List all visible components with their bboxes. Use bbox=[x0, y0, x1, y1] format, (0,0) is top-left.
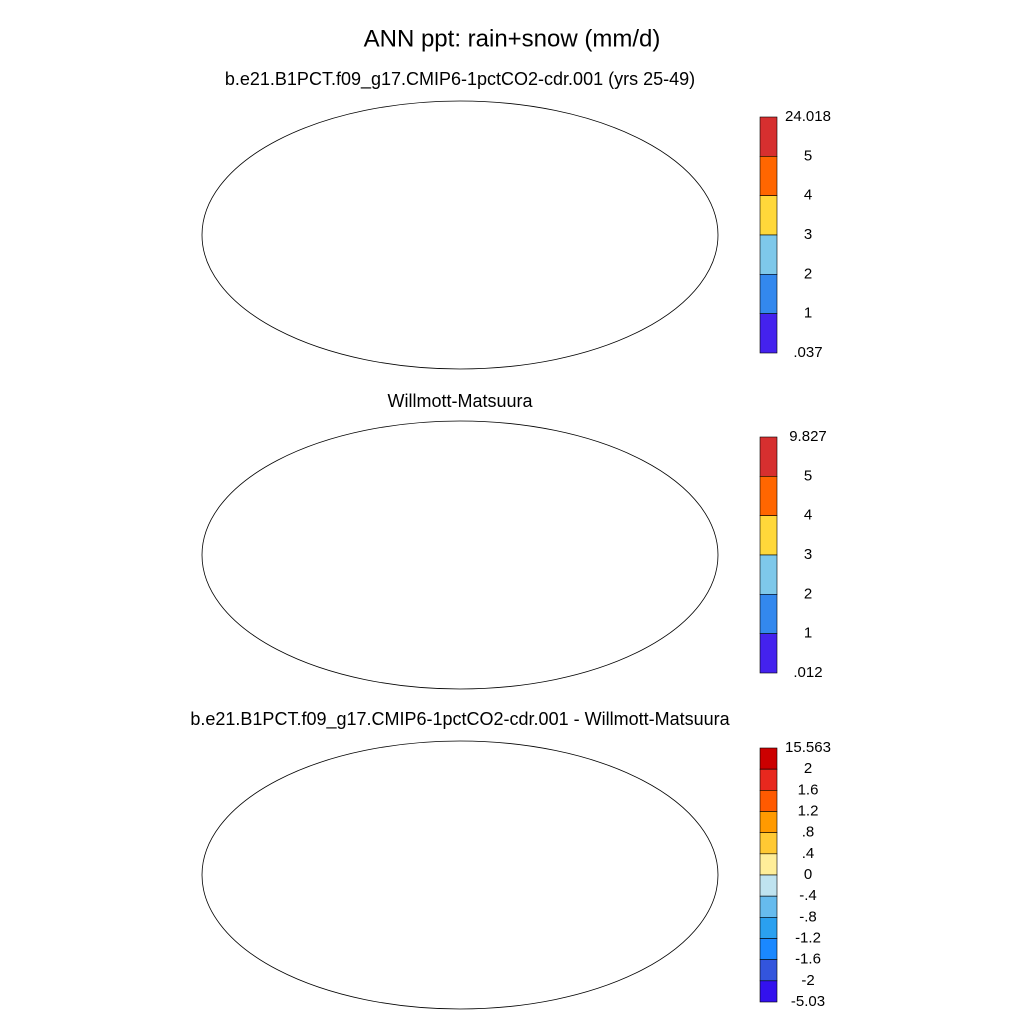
colorbar-box bbox=[759, 313, 778, 354]
colorbar-label: 3 bbox=[804, 546, 812, 563]
colorbar-label: 1 bbox=[804, 305, 812, 322]
colorbar-label: 4 bbox=[804, 507, 812, 524]
colorbar-label: -5.03 bbox=[791, 993, 825, 1010]
colorbar-label: -.4 bbox=[799, 887, 817, 904]
colorbar-label: .4 bbox=[802, 845, 815, 862]
colorbar-box bbox=[759, 853, 778, 876]
colorbar-label: 24.018 bbox=[785, 108, 831, 125]
colorbar-label: 2 bbox=[804, 585, 812, 602]
colorbar-label: .8 bbox=[802, 824, 815, 841]
colorbar-box bbox=[759, 116, 778, 157]
colorbar-box bbox=[759, 959, 778, 982]
colorbar-box bbox=[759, 554, 778, 595]
colorbar-label: -1.6 bbox=[795, 951, 821, 968]
colorbar-label: 3 bbox=[804, 226, 812, 243]
colorbar-box bbox=[759, 895, 778, 918]
panel-subtitle: b.e21.B1PCT.f09_g17.CMIP6-1pctCO2-cdr.00… bbox=[190, 709, 730, 730]
colorbar-box bbox=[759, 938, 778, 960]
colorbar-label: -.8 bbox=[799, 908, 817, 925]
colorbar-box bbox=[759, 594, 778, 634]
colorbar-box bbox=[759, 156, 778, 196]
colorbar-label: -1.2 bbox=[795, 929, 821, 946]
colorbar-box bbox=[759, 832, 778, 855]
colorbar-label: 15.563 bbox=[785, 739, 831, 756]
colorbar-box bbox=[759, 874, 778, 897]
colorbar-box bbox=[759, 980, 778, 1003]
colorbar-box bbox=[759, 917, 778, 939]
colorbar-label: 5 bbox=[804, 467, 812, 484]
colorbar-box bbox=[759, 768, 778, 791]
panel-subtitle: Willmott-Matsuura bbox=[387, 391, 533, 411]
colorbar-box bbox=[759, 811, 778, 833]
colorbar-box bbox=[759, 195, 778, 236]
colorbar-box bbox=[759, 274, 778, 314]
map-outline bbox=[201, 420, 719, 690]
colorbar-label: 1 bbox=[804, 625, 812, 642]
colorbar-label: 4 bbox=[804, 187, 812, 204]
colorbar-box bbox=[759, 476, 778, 516]
map-panel: b.e21.B1PCT.f09_g17.CMIP6-1pctCO2-cdr.00… bbox=[201, 69, 831, 370]
colorbar-label: 5 bbox=[804, 147, 812, 164]
colorbar-box bbox=[759, 234, 778, 275]
colorbar-box bbox=[759, 747, 778, 770]
map-outline bbox=[201, 100, 719, 370]
map-outline bbox=[201, 740, 719, 1010]
colorbar-label: -2 bbox=[801, 972, 814, 989]
colorbar-label: 1.6 bbox=[798, 781, 819, 798]
colorbar-label: .012 bbox=[793, 664, 822, 681]
colorbar-label: .037 bbox=[793, 344, 822, 361]
colorbar-box bbox=[759, 515, 778, 556]
colorbar-label: 2 bbox=[804, 265, 812, 282]
colorbar-label: 0 bbox=[804, 866, 812, 883]
panel-subtitle: b.e21.B1PCT.f09_g17.CMIP6-1pctCO2-cdr.00… bbox=[225, 69, 695, 90]
colorbar-label: 2 bbox=[804, 760, 812, 777]
map-panel: b.e21.B1PCT.f09_g17.CMIP6-1pctCO2-cdr.00… bbox=[190, 709, 831, 1010]
colorbar-box bbox=[759, 633, 778, 674]
colorbar-label: 1.2 bbox=[798, 802, 819, 819]
map-panel: Willmott-Matsuura 9.827 5 4 3 2 1 .012 bbox=[201, 391, 827, 690]
figure-title: ANN ppt: rain+snow (mm/d) bbox=[364, 25, 661, 52]
colorbar-label: 9.827 bbox=[789, 428, 827, 445]
colorbar-box bbox=[759, 790, 778, 812]
colorbar-box bbox=[759, 436, 778, 477]
